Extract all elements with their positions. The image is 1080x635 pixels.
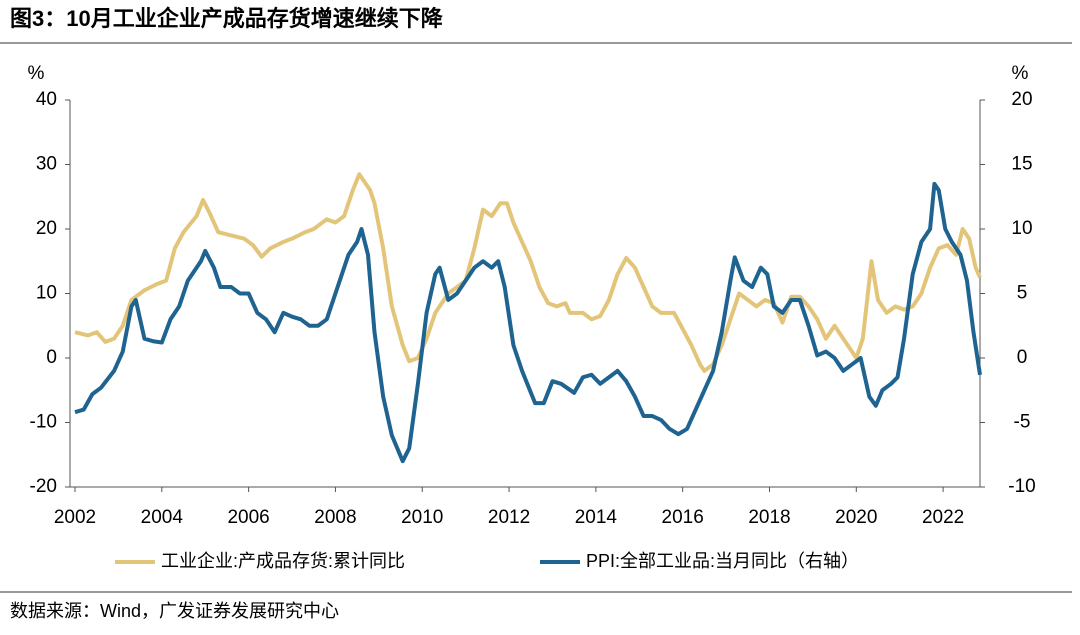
y-tick-label: 40: [36, 89, 57, 110]
series-line: [74, 172, 982, 373]
legend-label: 工业企业:产成品存货:累计同比: [161, 551, 405, 571]
x-tick-label: 2016: [662, 507, 704, 528]
x-tick-label: 2010: [401, 507, 443, 528]
chart-title: 图3：10月工业企业产成品存货增速继续下降: [10, 6, 444, 31]
x-tick-label: 2014: [575, 507, 618, 528]
x-tick-label: 2008: [314, 507, 356, 528]
y2-tick-label: 0: [1017, 347, 1028, 368]
y2-tick-label: 5: [1017, 283, 1028, 304]
legend-label: PPI:全部工业品:当月同比（右轴）: [586, 551, 859, 571]
x-tick-label: 2018: [748, 507, 790, 528]
x-tick-label: 2004: [141, 507, 184, 528]
y-tick-label: 10: [36, 283, 57, 304]
y-tick-label: 30: [36, 154, 57, 175]
x-tick-label: 2022: [922, 507, 964, 528]
series-line: [74, 181, 982, 464]
y-tick-label: 20: [36, 218, 57, 239]
x-tick-label: 2020: [835, 507, 877, 528]
y-axis-label: %: [28, 63, 45, 84]
y-tick-label: -20: [30, 476, 57, 497]
x-tick-label: 2002: [54, 507, 96, 528]
y2-tick-label: 10: [1011, 218, 1032, 239]
y2-tick-label: -10: [1008, 476, 1035, 497]
x-tick-label: 2006: [227, 507, 269, 528]
y2-tick-label: 20: [1011, 89, 1032, 110]
x-tick-label: 2012: [488, 507, 530, 528]
y2-tick-label: -5: [1014, 412, 1031, 433]
y-tick-label: -10: [30, 412, 57, 433]
y2-tick-label: 15: [1011, 154, 1032, 175]
y-tick-label: 0: [46, 347, 57, 368]
y2-axis-label: %: [1012, 63, 1029, 84]
source: 数据来源：Wind，广发证券发展研究中心: [10, 601, 339, 621]
